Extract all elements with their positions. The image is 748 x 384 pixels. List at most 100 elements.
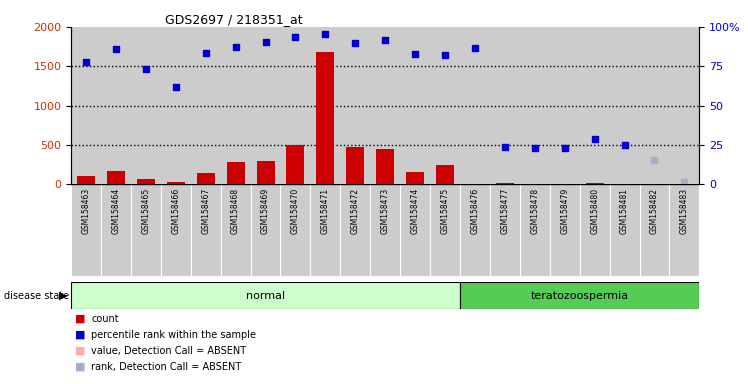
Bar <box>71 282 460 309</box>
Text: GSM158483: GSM158483 <box>680 188 689 234</box>
Bar <box>167 182 185 184</box>
Text: GSM158467: GSM158467 <box>201 188 210 234</box>
Text: GSM158482: GSM158482 <box>650 188 659 234</box>
Point <box>349 40 361 46</box>
Point <box>589 136 601 142</box>
Bar <box>280 27 310 184</box>
Bar <box>191 184 221 276</box>
Text: count: count <box>91 314 119 324</box>
Bar <box>669 27 699 184</box>
Text: GSM158477: GSM158477 <box>500 188 509 234</box>
Bar <box>107 171 125 184</box>
Bar <box>310 184 340 276</box>
Point <box>200 50 212 56</box>
Text: disease state: disease state <box>4 291 69 301</box>
Bar <box>316 52 334 184</box>
Text: GSM158463: GSM158463 <box>82 188 91 234</box>
Text: normal: normal <box>246 291 285 301</box>
Bar <box>71 184 101 276</box>
Bar <box>101 184 131 276</box>
Bar <box>346 147 364 184</box>
Text: GSM158478: GSM158478 <box>530 188 539 234</box>
Bar <box>251 27 280 184</box>
Point <box>289 34 301 40</box>
Bar <box>161 184 191 276</box>
Bar <box>340 184 370 276</box>
Point <box>140 66 152 72</box>
Bar <box>430 184 460 276</box>
Bar <box>137 179 155 184</box>
Point <box>469 45 481 51</box>
Bar <box>550 184 580 276</box>
Bar <box>490 184 520 276</box>
Bar <box>221 27 251 184</box>
Point <box>409 51 421 58</box>
Point <box>649 157 660 163</box>
Point <box>619 142 631 148</box>
Bar <box>460 282 699 309</box>
Point <box>110 46 122 52</box>
Bar <box>161 27 191 184</box>
Bar <box>376 149 394 184</box>
Text: value, Detection Call = ABSENT: value, Detection Call = ABSENT <box>91 346 246 356</box>
Bar <box>191 27 221 184</box>
Bar <box>400 184 430 276</box>
Text: rank, Detection Call = ABSENT: rank, Detection Call = ABSENT <box>91 362 242 372</box>
Text: ■: ■ <box>75 362 85 372</box>
Bar <box>310 27 340 184</box>
Text: GSM158465: GSM158465 <box>141 188 150 234</box>
Point <box>678 179 690 185</box>
Text: GSM158473: GSM158473 <box>381 188 390 234</box>
Text: GSM158480: GSM158480 <box>590 188 599 234</box>
Bar <box>610 27 640 184</box>
Text: teratozoospermia: teratozoospermia <box>530 291 629 301</box>
Point <box>260 39 272 45</box>
Point <box>499 144 511 151</box>
Bar <box>370 27 400 184</box>
Bar <box>131 27 161 184</box>
Bar <box>197 173 215 184</box>
Bar <box>221 184 251 276</box>
Text: ■: ■ <box>75 314 85 324</box>
Bar <box>406 172 424 184</box>
Text: GSM158474: GSM158474 <box>411 188 420 234</box>
Text: GDS2697 / 218351_at: GDS2697 / 218351_at <box>165 13 303 26</box>
Point <box>559 145 571 151</box>
Text: GSM158468: GSM158468 <box>231 188 240 234</box>
Bar <box>77 177 95 184</box>
Text: GSM158470: GSM158470 <box>291 188 300 234</box>
Text: GSM158469: GSM158469 <box>261 188 270 234</box>
Text: GSM158481: GSM158481 <box>620 188 629 234</box>
Bar <box>251 184 280 276</box>
Point <box>230 43 242 50</box>
Text: GSM158475: GSM158475 <box>441 188 450 234</box>
Bar <box>257 161 275 184</box>
Bar <box>669 184 699 276</box>
Bar <box>280 184 310 276</box>
Point <box>529 145 541 151</box>
Bar <box>101 27 131 184</box>
Bar <box>520 27 550 184</box>
Bar <box>227 162 245 184</box>
Text: GSM158471: GSM158471 <box>321 188 330 234</box>
Text: GSM158479: GSM158479 <box>560 188 569 234</box>
Text: GSM158464: GSM158464 <box>111 188 120 234</box>
Bar <box>640 27 669 184</box>
Point <box>80 59 92 65</box>
Bar <box>400 27 430 184</box>
Text: GSM158466: GSM158466 <box>171 188 180 234</box>
Bar <box>490 27 520 184</box>
Bar <box>340 27 370 184</box>
Bar <box>460 27 490 184</box>
Bar <box>286 145 304 184</box>
Bar <box>436 165 454 184</box>
Bar <box>520 184 550 276</box>
Bar <box>640 184 669 276</box>
Point <box>319 31 331 37</box>
Bar <box>550 27 580 184</box>
Text: percentile rank within the sample: percentile rank within the sample <box>91 330 257 340</box>
Point <box>170 84 182 90</box>
Bar <box>580 184 610 276</box>
Text: ▶: ▶ <box>59 291 67 301</box>
Bar <box>71 27 101 184</box>
